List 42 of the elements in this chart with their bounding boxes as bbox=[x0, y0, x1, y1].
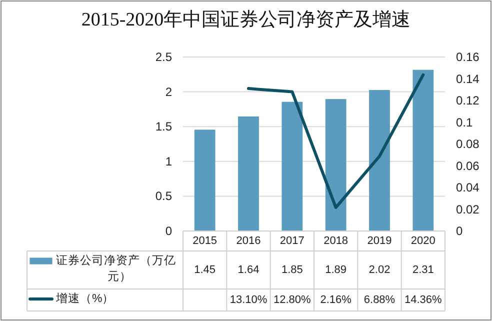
y2-tick-label: 0.16 bbox=[456, 50, 480, 64]
bar bbox=[194, 130, 216, 232]
data-label: 2.02 bbox=[368, 264, 390, 276]
data-label: 14.36% bbox=[404, 294, 442, 306]
x-tick-label: 2020 bbox=[410, 235, 436, 247]
data-label: 1.45 bbox=[194, 264, 216, 276]
y-tick-label: 0.5 bbox=[155, 189, 172, 204]
data-label: 2.16% bbox=[320, 294, 352, 306]
data-label: 1.64 bbox=[238, 264, 260, 276]
legend-label: 增速（%） bbox=[55, 292, 114, 305]
data-label: 1.89 bbox=[325, 264, 347, 276]
x-tick-label: 2016 bbox=[236, 235, 261, 247]
y2-tick-label: 0.02 bbox=[456, 202, 480, 216]
data-label: 6.88% bbox=[364, 294, 396, 306]
x-tick-label: 2017 bbox=[280, 235, 304, 247]
y-tick-label: 0 bbox=[165, 224, 172, 238]
x-tick-label: 2019 bbox=[367, 235, 392, 247]
data-label: 1.85 bbox=[281, 264, 303, 276]
chart-title: 2015-2020年中国证券公司净资产及增速 bbox=[81, 10, 411, 30]
data-label: 2.31 bbox=[412, 264, 434, 276]
x-tick-label: 2018 bbox=[324, 235, 348, 247]
y-tick-label: 1.5 bbox=[155, 120, 172, 134]
y-tick-label: 2.5 bbox=[155, 50, 172, 64]
y2-tick-label: 0.04 bbox=[456, 180, 480, 194]
y2-tick-label: 0 bbox=[456, 224, 463, 238]
y2-tick-label: 0.14 bbox=[456, 72, 480, 86]
bar bbox=[369, 90, 390, 232]
data-label: 12.80% bbox=[274, 294, 312, 306]
bar bbox=[238, 116, 259, 232]
bar bbox=[282, 102, 303, 232]
y-tick-label: 2 bbox=[165, 84, 172, 99]
line-series bbox=[247, 73, 425, 210]
y2-tick-label: 0.08 bbox=[456, 137, 480, 151]
x-tick-label: 2015 bbox=[192, 235, 218, 247]
y-tick-label: 1 bbox=[165, 154, 172, 168]
data-label: 13.10% bbox=[230, 294, 268, 306]
legend-label: 证券公司净资产（万亿元） bbox=[56, 253, 176, 283]
y2-tick-label: 0.12 bbox=[456, 94, 480, 108]
bar bbox=[412, 70, 434, 232]
y2-tick-label: 0.06 bbox=[456, 158, 480, 173]
y2-tick-label: 0.1 bbox=[456, 115, 474, 130]
bar bbox=[325, 99, 346, 232]
